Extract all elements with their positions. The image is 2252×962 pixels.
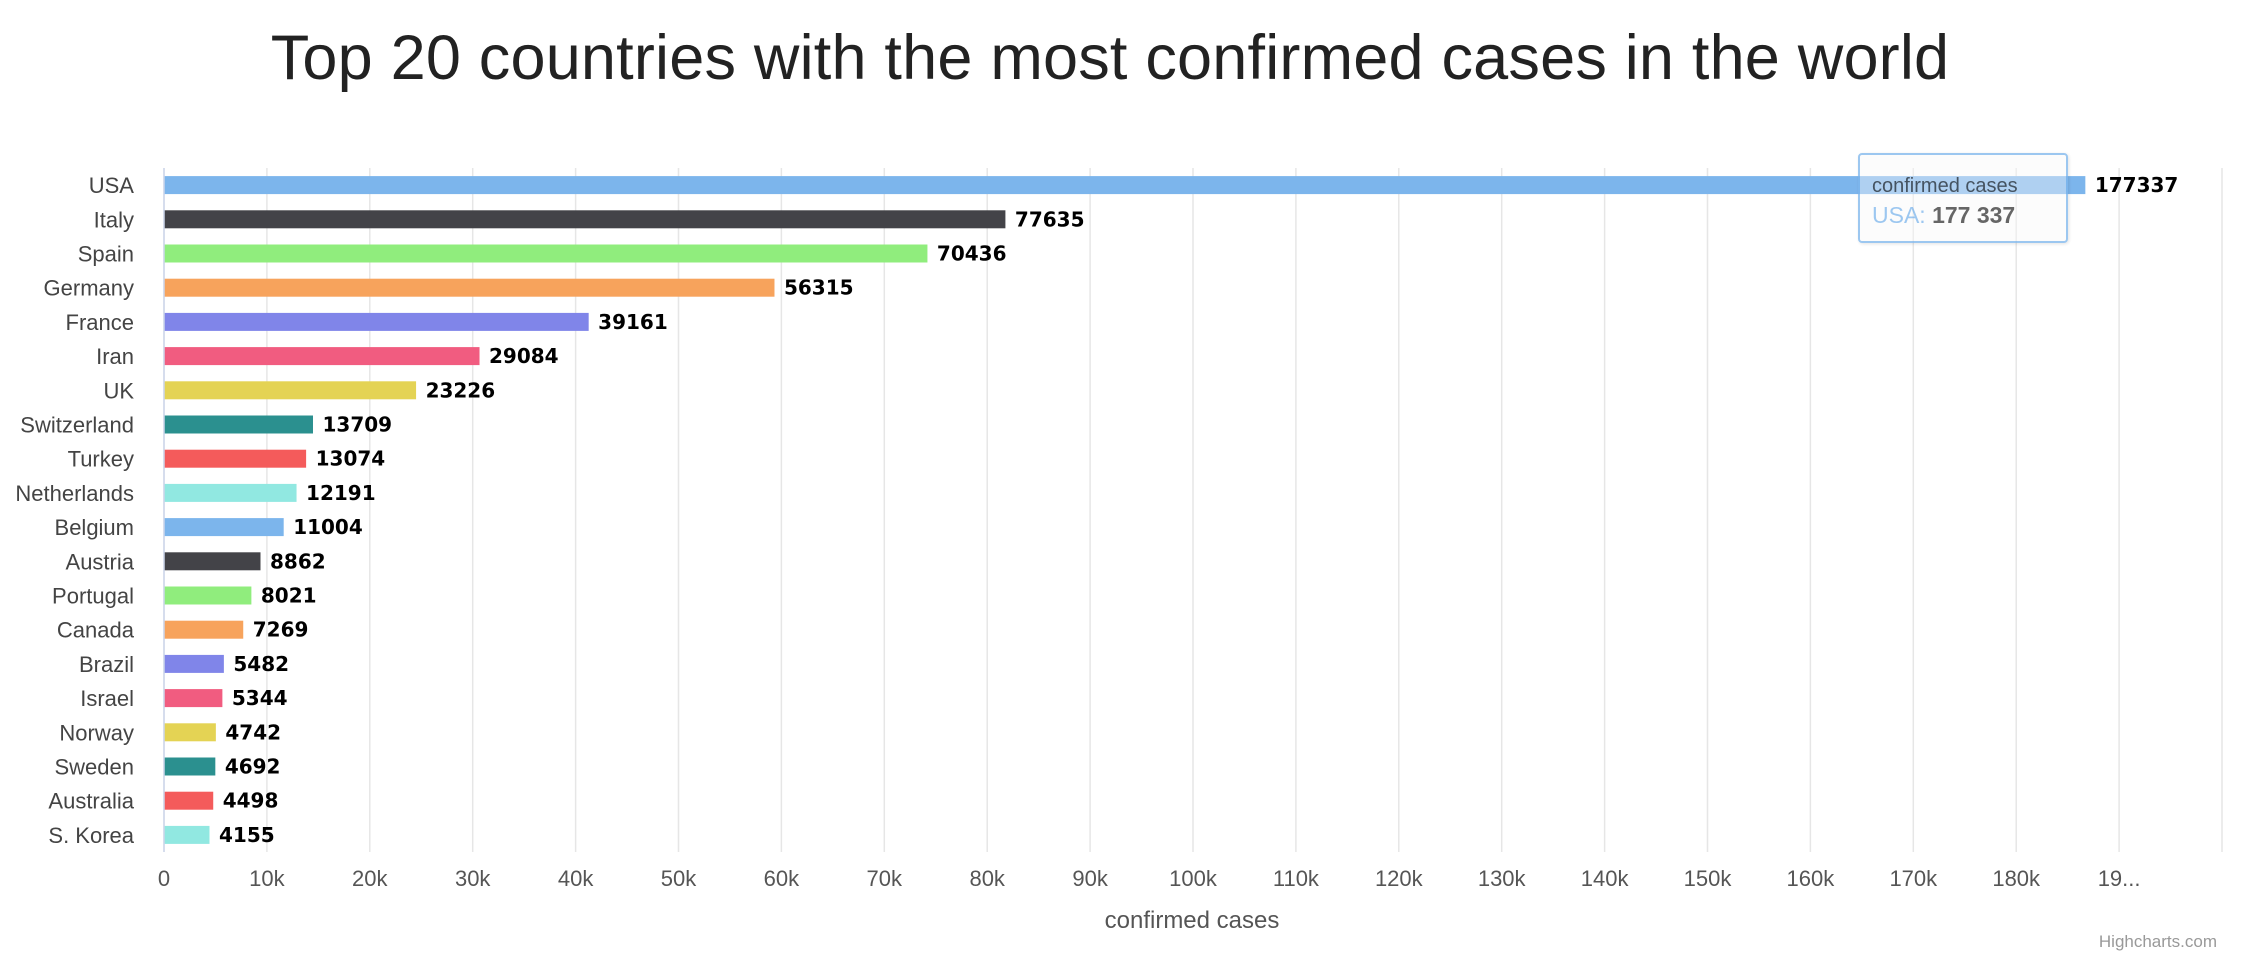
bar[interactable] bbox=[164, 210, 1006, 229]
category-label: UK bbox=[103, 378, 134, 403]
bar[interactable] bbox=[164, 278, 775, 297]
x-tick-label: 130k bbox=[1478, 866, 1527, 891]
bar[interactable] bbox=[164, 381, 417, 400]
x-tick-label: 0 bbox=[158, 866, 170, 891]
data-label: 13074 bbox=[316, 447, 386, 471]
x-axis-title: confirmed cases bbox=[1105, 907, 1280, 934]
data-label: 8021 bbox=[261, 584, 317, 608]
tooltip-category: USA bbox=[1872, 202, 1920, 228]
x-tick-label: 160k bbox=[1787, 866, 1836, 891]
x-tick-label: 30k bbox=[455, 866, 491, 891]
data-label: 13709 bbox=[322, 413, 392, 437]
tooltip-separator: : bbox=[1919, 202, 1933, 228]
bar[interactable] bbox=[164, 654, 224, 673]
data-label: 23226 bbox=[426, 378, 496, 402]
category-label: Netherlands bbox=[15, 481, 134, 506]
bar[interactable] bbox=[164, 244, 928, 263]
x-tick-label: 140k bbox=[1581, 866, 1630, 891]
bar[interactable] bbox=[164, 176, 2086, 195]
category-axis: USA Italy Spain Germany France Iran UK Switzerl… bbox=[15, 168, 165, 852]
x-tick-label: 60k bbox=[764, 866, 800, 891]
data-label: 8862 bbox=[270, 549, 326, 573]
data-label: 5482 bbox=[233, 652, 289, 676]
data-label: 7269 bbox=[253, 618, 309, 642]
x-tick-label: 90k bbox=[1072, 866, 1108, 891]
category-label: Switzerland bbox=[20, 413, 134, 438]
data-label: 77635 bbox=[1015, 207, 1085, 231]
x-tick-label: 20k bbox=[352, 866, 388, 891]
value-axis: 0 10k 20k 30k 40k 50k 60k 70k 80k 90k 100k 110k 120k… bbox=[158, 866, 2141, 891]
bar-series[interactable] bbox=[164, 176, 2086, 844]
data-label: 56315 bbox=[784, 276, 854, 300]
bar[interactable] bbox=[164, 825, 210, 844]
category-label: Portugal bbox=[52, 584, 134, 609]
category-label: Iran bbox=[96, 344, 134, 369]
category-label: France bbox=[66, 310, 134, 335]
category-label: S. Korea bbox=[48, 823, 134, 848]
bar[interactable] bbox=[164, 347, 480, 366]
bar[interactable] bbox=[164, 791, 214, 810]
category-label: Austria bbox=[66, 549, 135, 574]
tooltip: confirmed cases USA: 177 337 bbox=[1858, 153, 2068, 243]
credits-link[interactable]: Highcharts.com bbox=[2098, 932, 2217, 951]
x-tick-label: 80k bbox=[969, 866, 1005, 891]
bar[interactable] bbox=[164, 312, 589, 331]
data-label: 5344 bbox=[232, 686, 288, 710]
bar[interactable] bbox=[164, 518, 284, 537]
x-tick-label: 100k bbox=[1169, 866, 1218, 891]
bar[interactable] bbox=[164, 483, 297, 502]
data-label: 4742 bbox=[225, 720, 281, 744]
category-label: Norway bbox=[59, 720, 134, 745]
data-label: 11004 bbox=[293, 515, 363, 539]
grid-lines bbox=[163, 168, 2223, 852]
x-tick-label: 10k bbox=[249, 866, 285, 891]
data-label: 29084 bbox=[489, 344, 559, 368]
category-label: Sweden bbox=[54, 755, 134, 780]
bar[interactable] bbox=[164, 757, 216, 776]
x-tick-label: 50k bbox=[661, 866, 697, 891]
data-label: 4498 bbox=[223, 789, 279, 813]
category-label: Australia bbox=[48, 789, 134, 814]
tooltip-value: 177 337 bbox=[1932, 202, 2016, 228]
bar[interactable] bbox=[164, 449, 307, 468]
x-tick-label: 150k bbox=[1684, 866, 1733, 891]
data-label: 70436 bbox=[937, 242, 1007, 266]
chart-title: Top 20 countries with the most confirmed… bbox=[270, 23, 1950, 93]
x-tick-label: 70k bbox=[867, 866, 903, 891]
data-label: 39161 bbox=[598, 310, 668, 334]
bar[interactable] bbox=[164, 620, 244, 639]
x-tick-label: 180k bbox=[1992, 866, 2041, 891]
tooltip-series-name: confirmed cases bbox=[1872, 175, 2018, 197]
category-label: Germany bbox=[44, 276, 134, 301]
category-label: USA bbox=[89, 173, 135, 198]
x-tick-label: 110k bbox=[1273, 866, 1320, 891]
category-label: Israel bbox=[80, 686, 134, 711]
bar[interactable] bbox=[164, 415, 313, 434]
category-label: Belgium bbox=[55, 515, 134, 540]
x-tick-label: 170k bbox=[1889, 866, 1938, 891]
data-label: 177337 bbox=[2095, 173, 2179, 197]
x-tick-label: 19... bbox=[2098, 866, 2141, 891]
x-tick-label: 120k bbox=[1375, 866, 1424, 891]
x-tick-label: 40k bbox=[558, 866, 594, 891]
bar[interactable] bbox=[164, 552, 261, 571]
category-label: Turkey bbox=[68, 447, 134, 472]
category-label: Canada bbox=[57, 618, 135, 643]
bar[interactable] bbox=[164, 689, 223, 708]
category-label: Spain bbox=[78, 242, 134, 267]
data-labels: 177337 77635 70436 56315 39161 29084 23226 1370… bbox=[219, 173, 2178, 847]
bar[interactable] bbox=[164, 723, 216, 742]
data-label: 4155 bbox=[219, 823, 275, 847]
data-label: 12191 bbox=[306, 481, 376, 505]
category-label: Brazil bbox=[79, 652, 134, 677]
bar[interactable] bbox=[164, 586, 252, 605]
data-label: 4692 bbox=[225, 755, 281, 779]
tooltip-point: USA: 177 337 bbox=[1872, 202, 2015, 229]
category-label: Italy bbox=[94, 207, 134, 232]
